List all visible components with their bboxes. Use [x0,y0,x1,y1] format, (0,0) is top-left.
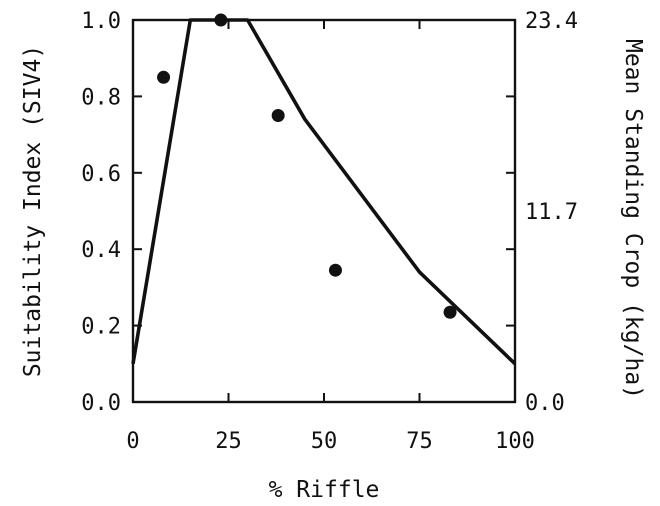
x-tick-label: 25 [215,429,242,454]
x-tick-label: 75 [406,429,433,454]
x-tick-label: 50 [311,429,338,454]
y-axis-title: Suitability Index (SIV4) [20,45,46,377]
y-tick-label: 0.0 [81,391,121,416]
plot-frame [131,18,517,404]
x-axis-title: % Riffle [269,477,380,503]
y2-axis-title: Mean Standing Crop (kg/ha) [620,39,646,399]
y2-tick-label: 0.0 [525,391,565,416]
y-tick-label: 0.4 [81,238,121,263]
data-point [328,263,342,277]
y2-tick-label: 23.4 [525,9,578,34]
y-tick-label: 0.6 [81,162,121,187]
y-tick-label: 0.8 [81,85,121,110]
y-tick-label: 1.0 [81,9,121,34]
data-point [157,70,171,84]
x-tick-label: 0 [126,429,139,454]
data-point [443,305,457,319]
x-tick-label: 100 [495,429,535,454]
y2-tick-label: 11.7 [525,200,578,225]
y-tick-label: 0.2 [81,315,121,340]
data-point [271,109,285,122]
data-point [214,13,228,27]
suitability-curve [131,18,517,366]
